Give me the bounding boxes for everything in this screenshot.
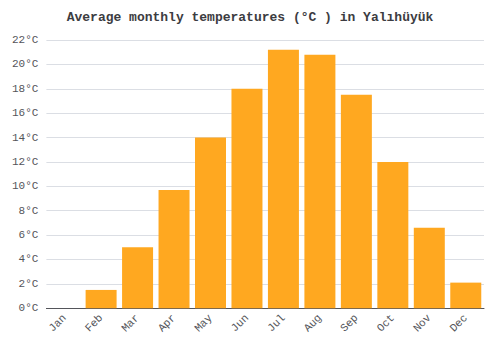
svg-text:0°C: 0°C [19, 302, 39, 314]
svg-text:Average monthly temperatures (: Average monthly temperatures (°C ) in Ya… [67, 10, 434, 25]
svg-text:10°C: 10°C [12, 180, 39, 192]
svg-text:Jun: Jun [229, 312, 251, 334]
svg-text:2°C: 2°C [19, 278, 39, 290]
svg-text:Oct: Oct [375, 312, 397, 334]
svg-text:14°C: 14°C [12, 132, 39, 144]
svg-text:12°C: 12°C [12, 156, 39, 168]
svg-text:Jul: Jul [265, 312, 287, 334]
svg-text:22°C: 22°C [12, 34, 39, 46]
svg-text:18°C: 18°C [12, 83, 39, 95]
svg-text:May: May [192, 312, 215, 335]
svg-text:4°C: 4°C [19, 253, 39, 265]
svg-text:Apr: Apr [156, 312, 178, 334]
svg-text:20°C: 20°C [12, 58, 39, 70]
svg-text:Dec: Dec [448, 312, 470, 334]
svg-text:Nov: Nov [411, 312, 434, 335]
svg-text:16°C: 16°C [12, 107, 39, 119]
svg-text:Sep: Sep [338, 312, 360, 334]
svg-text:Jan: Jan [46, 312, 68, 334]
svg-text:8°C: 8°C [19, 205, 39, 217]
svg-text:6°C: 6°C [19, 229, 39, 241]
svg-text:Mar: Mar [119, 312, 141, 334]
svg-text:Aug: Aug [302, 312, 324, 334]
svg-text:Feb: Feb [83, 312, 105, 334]
